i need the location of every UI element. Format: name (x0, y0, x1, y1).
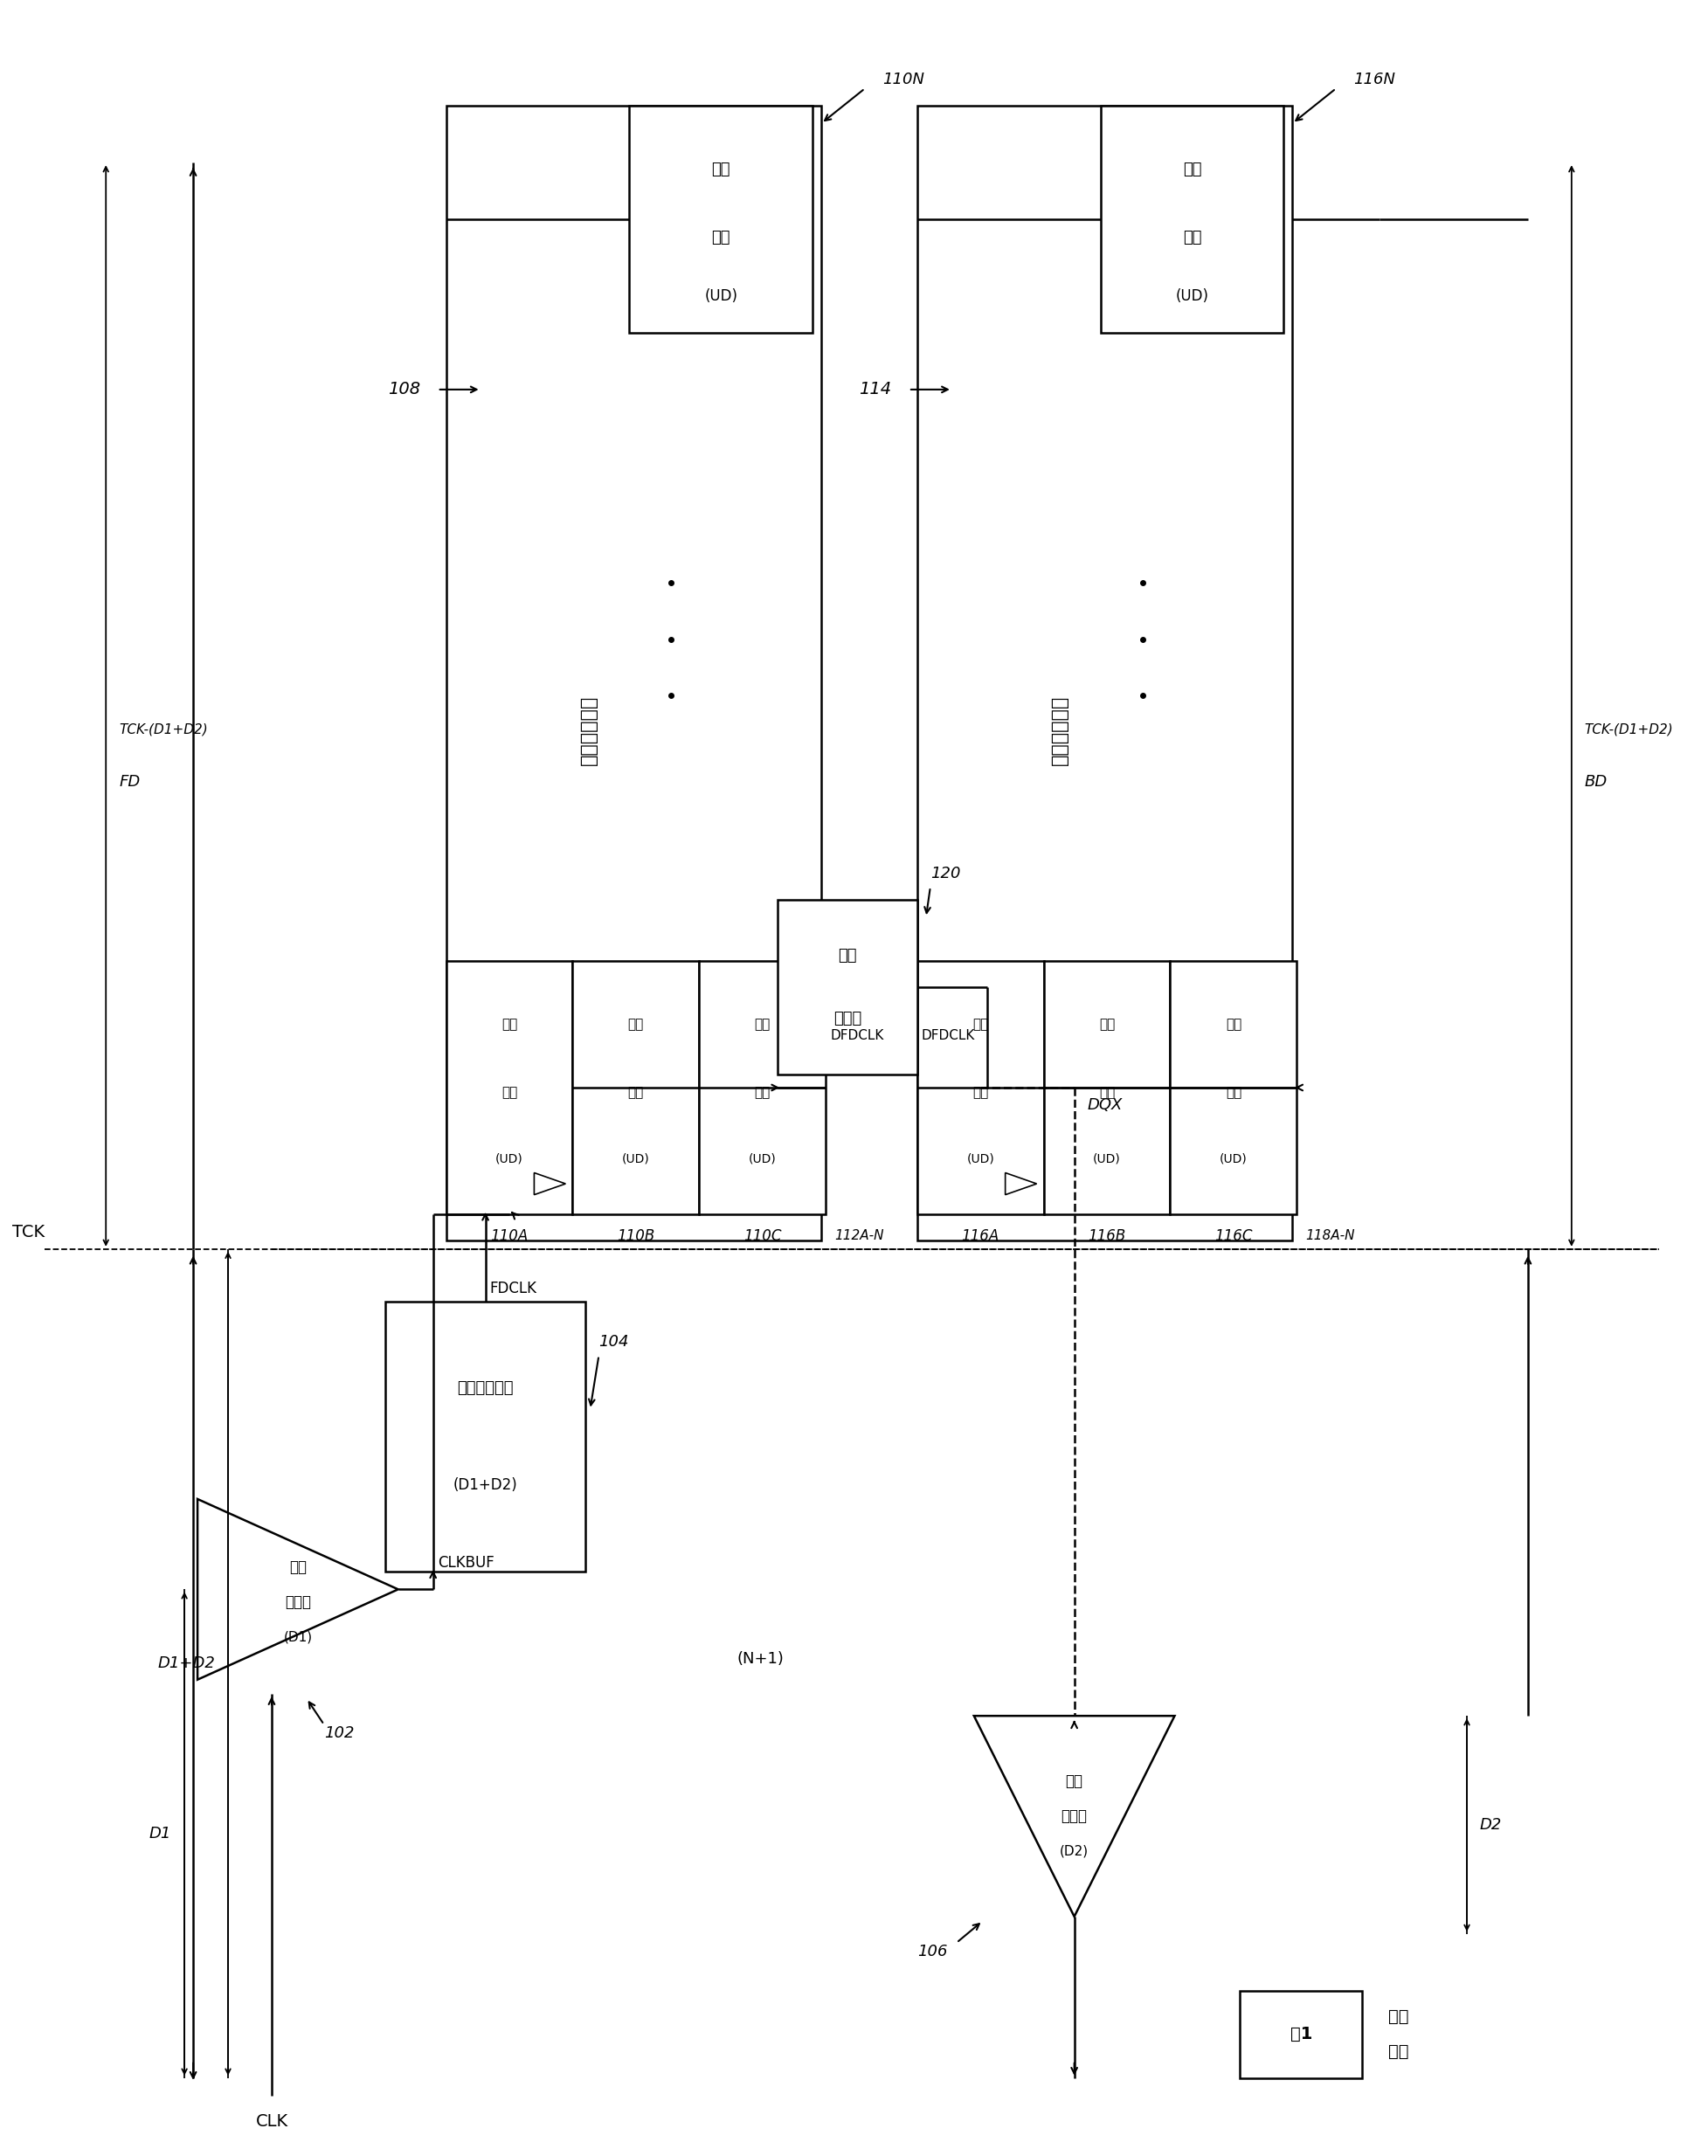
Text: 102: 102 (325, 1725, 354, 1742)
Text: CLKBUF: CLKBUF (437, 1554, 494, 1572)
Text: (N+1): (N+1) (736, 1651, 784, 1667)
Text: 108: 108 (388, 382, 420, 399)
Text: 输入: 输入 (289, 1559, 306, 1576)
Text: 技术: 技术 (1387, 2044, 1407, 2061)
Text: (UD): (UD) (622, 1151, 649, 1164)
Text: 110B: 110B (617, 1229, 654, 1244)
Text: 106: 106 (917, 1943, 948, 1960)
Text: 图1: 图1 (1290, 2027, 1312, 2042)
Bar (699, 962, 825, 1214)
Text: 110A: 110A (490, 1229, 528, 1244)
Text: CLK: CLK (254, 2113, 287, 2130)
Text: (D2): (D2) (1059, 1846, 1088, 1858)
Bar (572, 962, 699, 1214)
Text: (UD): (UD) (1093, 1151, 1120, 1164)
Text: 112A-N: 112A-N (834, 1229, 883, 1242)
Text: 110C: 110C (743, 1229, 781, 1244)
Text: DQX: DQX (1086, 1097, 1122, 1112)
Text: 延迟: 延迟 (972, 1087, 987, 1100)
Text: FD: FD (120, 774, 140, 789)
Text: (UD): (UD) (967, 1151, 994, 1164)
Text: 单位: 单位 (1225, 1018, 1240, 1031)
Text: 116A: 116A (962, 1229, 999, 1244)
Text: 单位: 单位 (1182, 162, 1201, 177)
Bar (446, 962, 572, 1214)
Text: 镜像: 镜像 (837, 949, 856, 964)
Text: 114: 114 (857, 382, 890, 399)
Text: 输出: 输出 (1066, 1774, 1083, 1789)
Text: 控制器: 控制器 (834, 1011, 861, 1026)
Text: 延迟: 延迟 (1098, 1087, 1114, 1100)
Text: 模拟延迟线路: 模拟延迟线路 (458, 1380, 514, 1395)
Bar (1170, 962, 1296, 1214)
Bar (446, 106, 822, 1240)
Text: 116B: 116B (1088, 1229, 1126, 1244)
Bar (917, 106, 1291, 1240)
Text: 104: 104 (598, 1335, 629, 1350)
Text: 110N: 110N (881, 71, 924, 88)
Text: (UD): (UD) (748, 1151, 775, 1164)
Text: FDCLK: FDCLK (490, 1281, 536, 1296)
Text: 120: 120 (929, 867, 960, 882)
Text: 延迟: 延迟 (753, 1087, 770, 1100)
Text: 延迟: 延迟 (1182, 231, 1201, 246)
Text: 前向延迟线路: 前向延迟线路 (579, 694, 598, 765)
Text: 延迟: 延迟 (711, 231, 729, 246)
Bar (1240, 1990, 1361, 2078)
Text: (UD): (UD) (1175, 289, 1208, 304)
Bar (629, 106, 811, 332)
Text: D1: D1 (149, 1826, 171, 1841)
Text: 118A-N: 118A-N (1305, 1229, 1354, 1242)
Text: 缓冲器: 缓冲器 (1061, 1809, 1086, 1824)
Text: 缓冲器: 缓冲器 (285, 1595, 311, 1611)
Text: 单位: 单位 (753, 1018, 770, 1031)
Text: 116N: 116N (1353, 71, 1395, 88)
Text: 116C: 116C (1214, 1229, 1252, 1244)
Text: TCK-(D1+D2): TCK-(D1+D2) (1583, 722, 1672, 737)
Text: DFDCLK: DFDCLK (921, 1028, 975, 1041)
Bar (1100, 106, 1283, 332)
Text: (D1): (D1) (284, 1630, 313, 1643)
Text: 单位: 单位 (500, 1018, 518, 1031)
Text: DFDCLK: DFDCLK (830, 1028, 883, 1041)
Text: (D1+D2): (D1+D2) (453, 1477, 518, 1494)
Bar (1044, 962, 1170, 1214)
Text: BD: BD (1583, 774, 1607, 789)
Text: 单位: 单位 (1098, 1018, 1114, 1031)
Text: (UD): (UD) (704, 289, 738, 304)
Text: D2: D2 (1479, 1818, 1501, 1833)
Text: 背景: 背景 (1387, 2009, 1407, 2024)
Bar (384, 1302, 586, 1572)
Text: TCK: TCK (12, 1225, 44, 1240)
Text: (UD): (UD) (1220, 1151, 1247, 1164)
Text: 单位: 单位 (711, 162, 729, 177)
Text: 单位: 单位 (972, 1018, 987, 1031)
Text: TCK-(D1+D2): TCK-(D1+D2) (120, 722, 208, 737)
Text: D1+D2: D1+D2 (157, 1656, 215, 1671)
Text: 延迟: 延迟 (500, 1087, 518, 1100)
Text: 延迟: 延迟 (1225, 1087, 1240, 1100)
Text: 单位: 单位 (627, 1018, 644, 1031)
Text: 后向延迟线路: 后向延迟线路 (1050, 694, 1068, 765)
Bar (777, 899, 917, 1074)
Text: 延迟: 延迟 (627, 1087, 644, 1100)
Bar (917, 962, 1044, 1214)
Text: (UD): (UD) (495, 1151, 523, 1164)
